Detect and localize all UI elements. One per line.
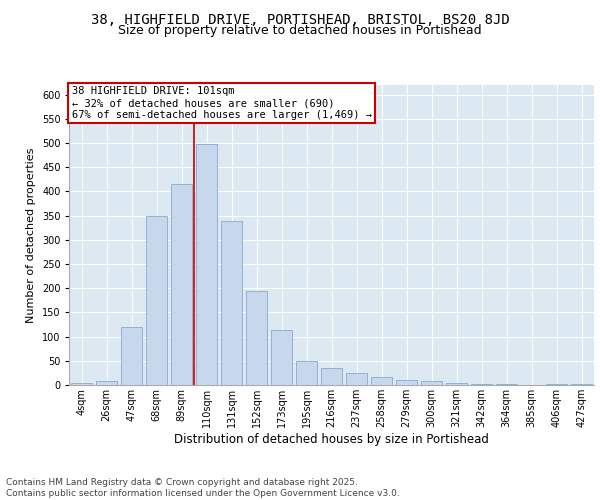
- Text: 38 HIGHFIELD DRIVE: 101sqm
← 32% of detached houses are smaller (690)
67% of sem: 38 HIGHFIELD DRIVE: 101sqm ← 32% of deta…: [71, 86, 371, 120]
- Bar: [221, 222, 242, 385]
- Y-axis label: Number of detached properties: Number of detached properties: [26, 148, 37, 322]
- Text: Size of property relative to detached houses in Portishead: Size of property relative to detached ho…: [118, 24, 482, 37]
- Bar: [196, 144, 217, 385]
- Bar: [371, 378, 392, 385]
- Bar: [396, 380, 417, 385]
- X-axis label: Distribution of detached houses by size in Portishead: Distribution of detached houses by size …: [174, 432, 489, 446]
- Bar: [146, 216, 167, 385]
- Bar: [496, 384, 517, 385]
- Bar: [471, 384, 492, 385]
- Bar: [296, 361, 317, 385]
- Bar: [446, 382, 467, 385]
- Bar: [71, 382, 92, 385]
- Bar: [346, 374, 367, 385]
- Bar: [246, 290, 267, 385]
- Bar: [546, 384, 567, 385]
- Text: Contains HM Land Registry data © Crown copyright and database right 2025.
Contai: Contains HM Land Registry data © Crown c…: [6, 478, 400, 498]
- Bar: [321, 368, 342, 385]
- Bar: [96, 381, 117, 385]
- Bar: [171, 184, 192, 385]
- Bar: [271, 330, 292, 385]
- Bar: [421, 381, 442, 385]
- Bar: [121, 327, 142, 385]
- Bar: [571, 384, 592, 385]
- Text: 38, HIGHFIELD DRIVE, PORTISHEAD, BRISTOL, BS20 8JD: 38, HIGHFIELD DRIVE, PORTISHEAD, BRISTOL…: [91, 12, 509, 26]
